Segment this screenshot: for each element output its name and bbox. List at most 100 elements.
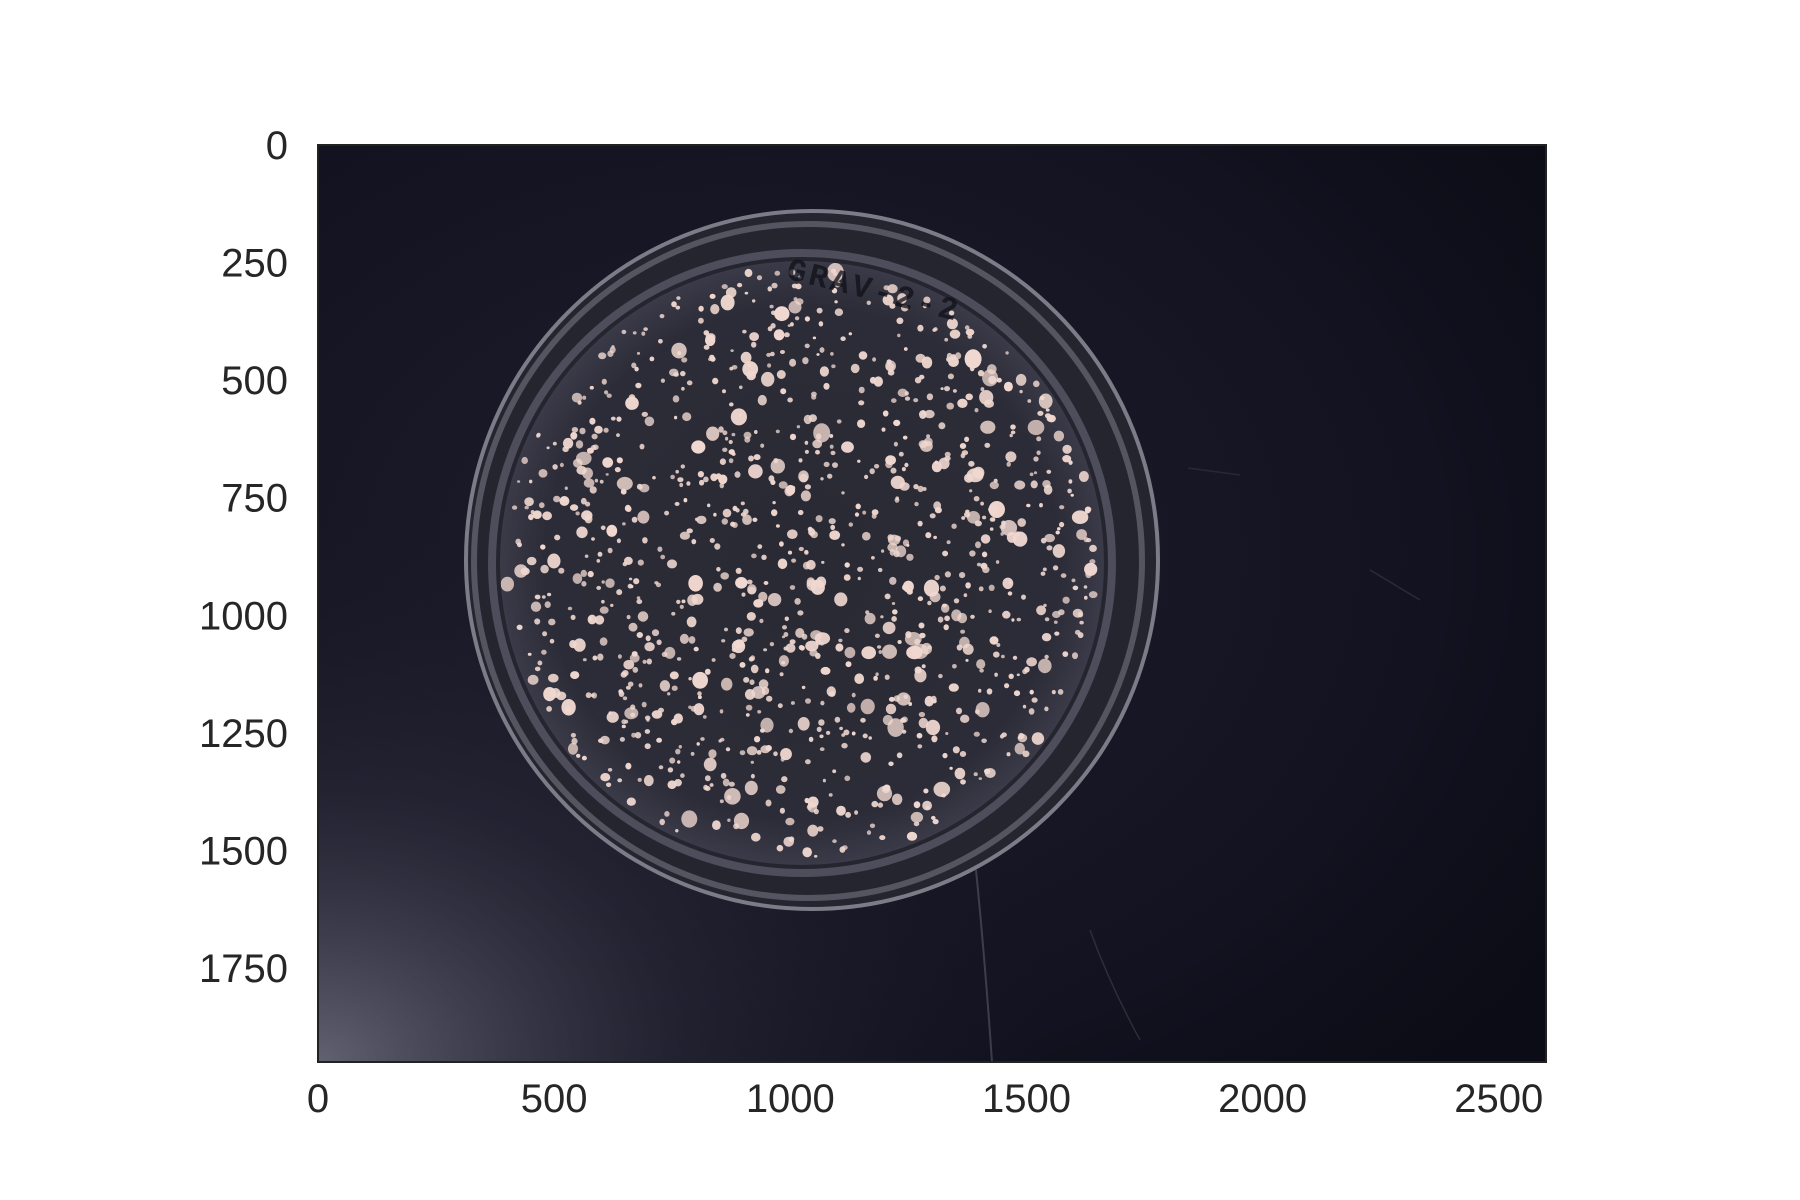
colony — [599, 479, 604, 484]
colony — [744, 268, 753, 278]
colony — [659, 314, 665, 319]
colony — [767, 593, 782, 607]
colony — [753, 454, 761, 461]
colony — [670, 474, 675, 480]
colony — [618, 689, 624, 694]
colony — [885, 455, 896, 465]
colony — [622, 561, 628, 567]
colony — [802, 561, 811, 570]
colony — [919, 410, 927, 419]
colony — [974, 408, 979, 413]
colony — [627, 681, 634, 687]
colony — [893, 441, 899, 447]
colony — [676, 296, 681, 300]
colony — [537, 660, 543, 666]
colony — [720, 572, 729, 580]
colony — [582, 395, 587, 400]
colony — [714, 543, 721, 550]
colony — [745, 704, 753, 711]
colony — [922, 303, 928, 309]
colony — [697, 695, 702, 699]
colony — [729, 402, 734, 407]
colony — [934, 506, 942, 514]
colony — [914, 377, 922, 384]
colony — [903, 347, 908, 351]
colony — [530, 601, 542, 612]
colony — [646, 658, 652, 665]
bacterial-colonies — [500, 262, 1098, 858]
colony — [904, 462, 909, 468]
colony — [874, 464, 880, 469]
colony — [789, 269, 796, 276]
colony — [841, 733, 846, 737]
colony — [892, 793, 903, 805]
colony — [589, 385, 594, 390]
colony — [751, 341, 757, 348]
colony — [679, 633, 689, 645]
colony — [896, 752, 903, 759]
colony — [890, 467, 897, 474]
colony — [965, 328, 975, 336]
colony — [739, 750, 746, 756]
colony — [906, 645, 923, 660]
colony — [811, 391, 817, 397]
colony — [888, 761, 894, 767]
colony — [712, 377, 719, 385]
colony — [891, 602, 896, 605]
colony — [654, 581, 659, 585]
colony — [592, 655, 598, 661]
colony — [989, 517, 996, 522]
colony — [1009, 433, 1013, 438]
colony — [993, 651, 1000, 658]
colony — [896, 317, 904, 325]
colony — [735, 577, 748, 589]
colony — [553, 495, 561, 503]
colony — [561, 699, 576, 716]
colony — [674, 415, 678, 420]
colony — [1033, 456, 1039, 462]
colony — [735, 627, 742, 634]
colony — [576, 753, 581, 758]
colony — [881, 549, 885, 553]
colony — [604, 390, 609, 395]
colony — [918, 622, 925, 629]
colony — [731, 432, 736, 437]
colony — [1038, 658, 1052, 674]
colony — [724, 627, 728, 632]
colony — [622, 696, 628, 701]
colony — [1047, 414, 1056, 423]
colony — [527, 652, 532, 656]
colony — [1006, 752, 1011, 757]
colony — [846, 702, 856, 713]
colony — [1000, 520, 1018, 536]
colony — [960, 629, 966, 634]
colony — [823, 382, 830, 390]
colony — [830, 524, 836, 531]
colony — [710, 304, 720, 315]
colony — [524, 497, 534, 507]
colony — [819, 347, 825, 353]
colony — [751, 686, 766, 699]
colony — [629, 653, 640, 663]
colony — [843, 729, 850, 736]
colony — [616, 476, 633, 491]
colony — [804, 449, 809, 454]
colony — [823, 461, 830, 467]
colony — [703, 784, 709, 791]
colony — [789, 585, 796, 590]
colony — [957, 398, 968, 408]
colony — [864, 612, 876, 625]
colony — [694, 517, 699, 521]
colony — [748, 656, 754, 662]
colony — [1010, 424, 1016, 430]
colony — [680, 773, 685, 778]
colony — [814, 854, 818, 858]
colony — [996, 643, 1001, 647]
colony — [1006, 461, 1011, 467]
colony — [585, 692, 592, 699]
colony — [675, 469, 679, 474]
colony — [750, 760, 754, 764]
colony — [961, 516, 966, 520]
colony — [637, 510, 650, 524]
colony — [1013, 690, 1021, 697]
